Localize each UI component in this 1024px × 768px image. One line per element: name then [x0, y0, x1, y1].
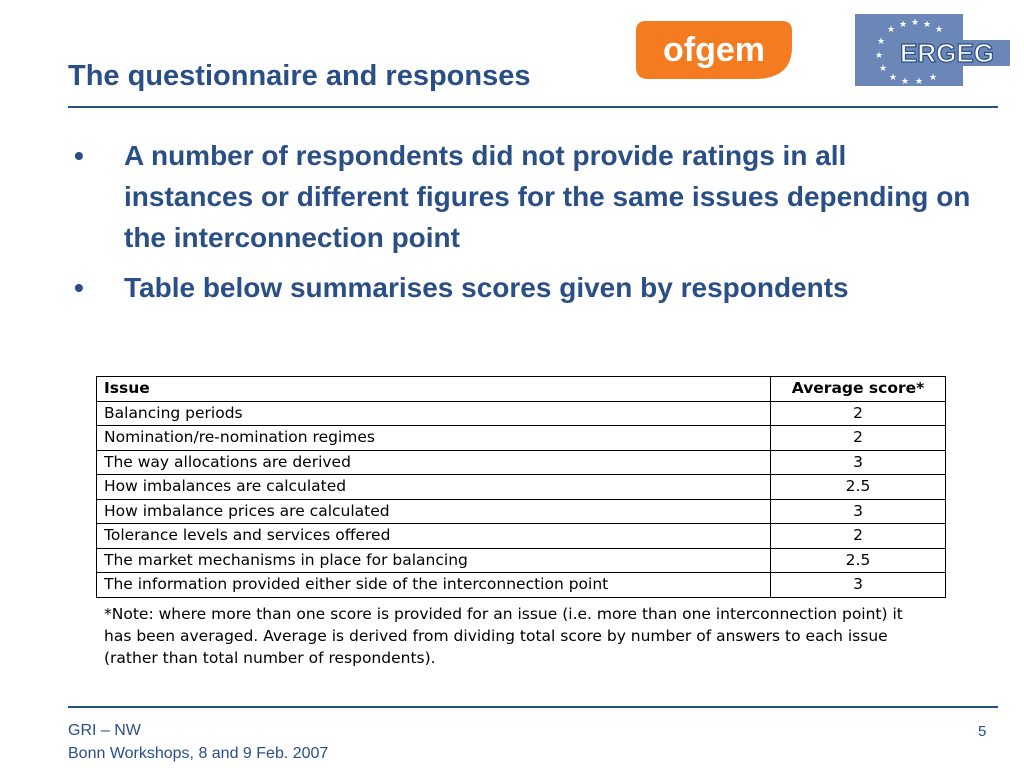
footer-divider: [68, 706, 998, 708]
score-cell: 2.5: [770, 474, 946, 500]
issue-cell: Tolerance levels and services offered: [96, 523, 771, 549]
bullet-marker: •: [74, 272, 84, 303]
svg-text:★: ★: [889, 73, 897, 83]
table-row: Tolerance levels and services offered 2: [96, 523, 946, 549]
issue-cell: The market mechanisms in place for balan…: [96, 547, 771, 573]
svg-text:★: ★: [879, 64, 887, 74]
bullet-item: • A number of respondents did not provid…: [70, 135, 980, 258]
issue-column-header: Issue: [96, 376, 771, 402]
score-cell: 2: [770, 425, 946, 451]
score-cell: 3: [770, 449, 946, 475]
svg-text:★: ★: [911, 18, 919, 28]
svg-text:★: ★: [875, 51, 883, 61]
svg-text:★: ★: [929, 73, 937, 83]
svg-text:★: ★: [915, 77, 923, 86]
page-number: 5: [978, 723, 987, 740]
table-row: Nomination/re-nomination regimes 2: [96, 425, 946, 451]
bullet-item: • Table below summarises scores given by…: [70, 267, 980, 308]
table-row: The way allocations are derived 3: [96, 449, 946, 475]
ofgem-logo: ofgem: [636, 21, 792, 79]
footer-line-2: Bonn Workshops, 8 and 9 Feb. 2007: [68, 745, 329, 762]
issue-cell: The way allocations are derived: [96, 449, 771, 475]
slide-title: The questionnaire and responses: [68, 60, 531, 92]
ofgem-logo-text: ofgem: [663, 31, 765, 69]
issue-cell: Balancing periods: [96, 400, 771, 426]
table-header-row: Issue Average score*: [96, 376, 946, 402]
bullet-list: • A number of respondents did not provid…: [70, 135, 980, 317]
issue-cell: How imbalances are calculated: [96, 474, 771, 500]
title-divider: [68, 106, 998, 108]
table-row: The market mechanisms in place for balan…: [96, 547, 946, 573]
score-cell: 3: [770, 498, 946, 524]
issue-cell: How imbalance prices are calculated: [96, 498, 771, 524]
ergeg-logo-text: ERGEG: [900, 38, 994, 68]
svg-text:★: ★: [887, 25, 895, 35]
table-row: How imbalance prices are calculated 3: [96, 498, 946, 524]
table-row: Balancing periods 2: [96, 400, 946, 426]
svg-text:★: ★: [877, 37, 885, 47]
svg-text:★: ★: [923, 20, 931, 30]
scores-table: Issue Average score* Balancing periods 2…: [96, 376, 946, 598]
svg-text:★: ★: [901, 77, 909, 86]
svg-text:★: ★: [899, 20, 907, 30]
score-cell: 2: [770, 400, 946, 426]
footer-info: GRI – NW Bonn Workshops, 8 and 9 Feb. 20…: [68, 719, 328, 765]
issue-cell: The information provided either side of …: [96, 572, 771, 598]
issue-cell: Nomination/re-nomination regimes: [96, 425, 771, 451]
bullet-text: A number of respondents did not provide …: [124, 140, 971, 253]
bullet-text: Table below summarises scores given by r…: [124, 272, 849, 303]
footer-line-1: GRI – NW: [68, 722, 141, 739]
table-footnote: *Note: where more than one score is prov…: [104, 605, 903, 667]
bullet-marker: •: [74, 140, 84, 171]
score-cell: 2.5: [770, 547, 946, 573]
eu-stars-icon: ★ ★ ★ ★ ★ ★★★ ★ ★ ★ ★: [875, 18, 943, 86]
score-cell: 3: [770, 572, 946, 598]
table-row: How imbalances are calculated 2.5: [96, 474, 946, 500]
table-row: The information provided either side of …: [96, 572, 946, 598]
ergeg-logo: ★ ★ ★ ★ ★ ★★★ ★ ★ ★ ★ ERGEG: [855, 14, 1010, 86]
svg-text:★: ★: [935, 25, 943, 35]
score-cell: 2: [770, 523, 946, 549]
score-column-header: Average score*: [770, 376, 946, 402]
